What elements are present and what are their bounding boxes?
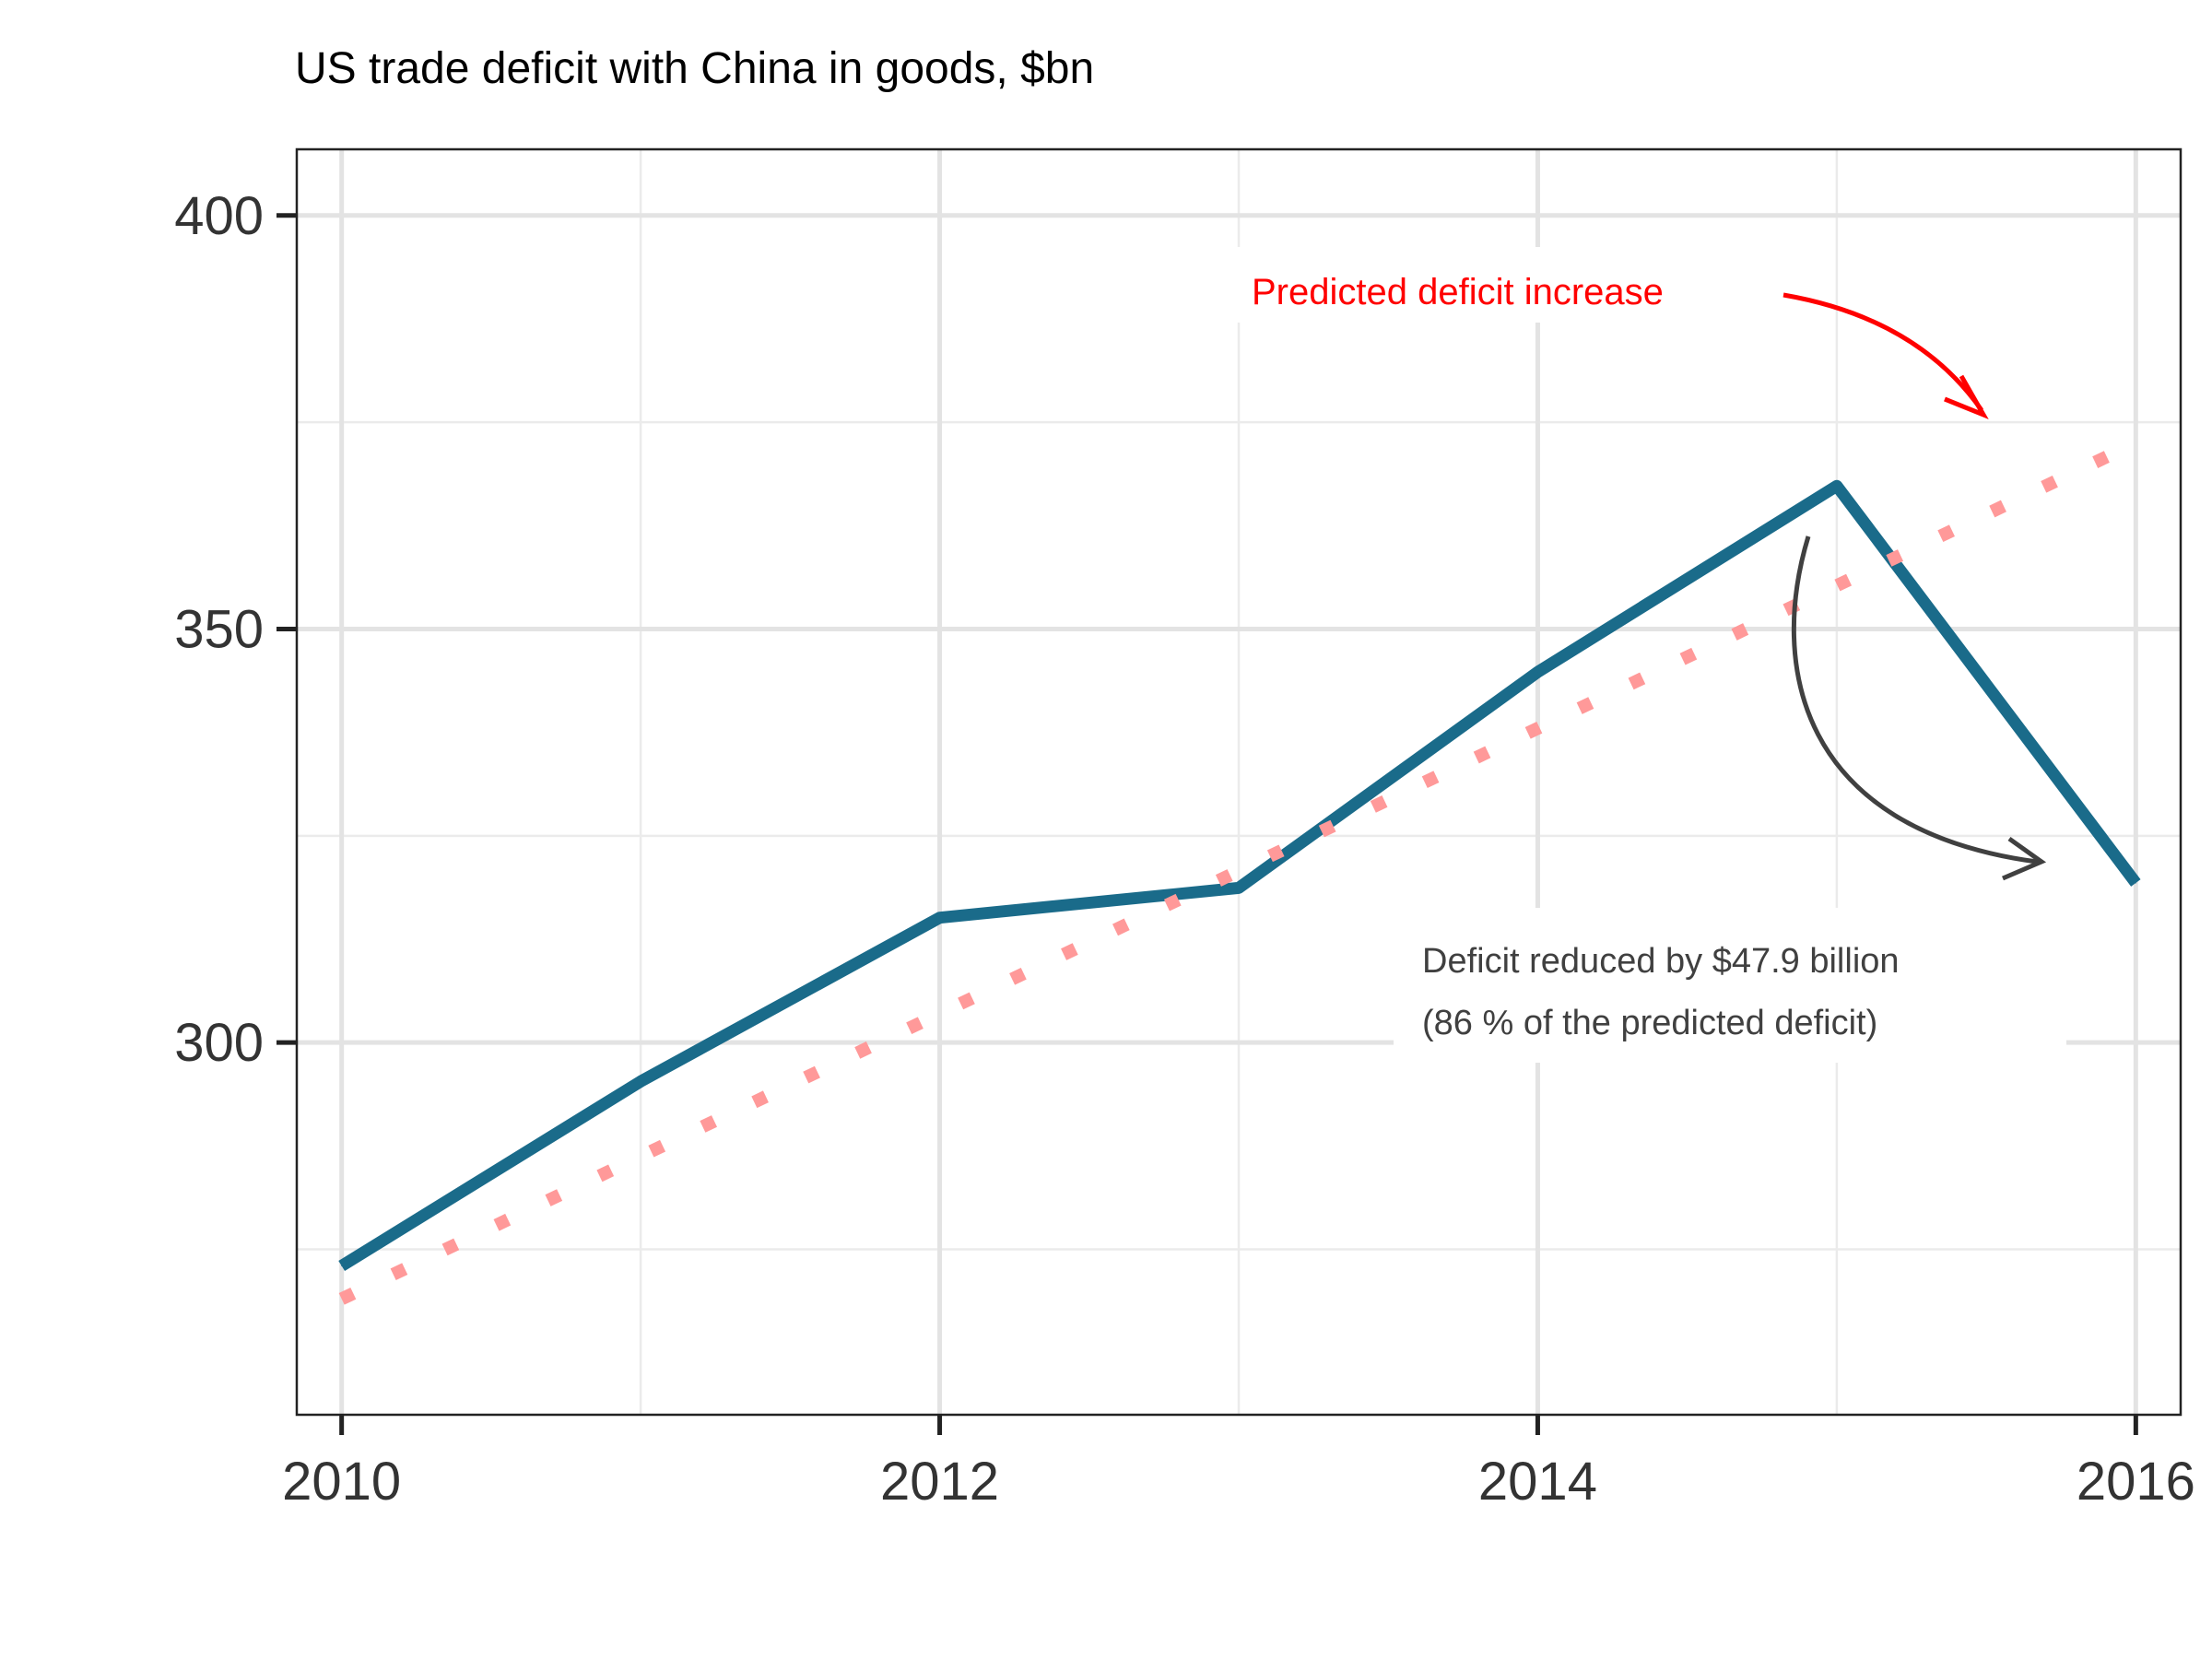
deficit-point (341, 1265, 343, 1266)
x-tick-label: 2012 (880, 1452, 999, 1512)
reduction-label-box (1394, 908, 2066, 1063)
predicted-arrow (1783, 292, 1984, 412)
reduction-label-line1: Deficit reduced by $47.9 billion (1422, 942, 1900, 981)
predicted-label-box (1233, 247, 1757, 323)
x-tick-label: 2010 (282, 1452, 401, 1512)
predicted-deficit-label: Predicted deficit increase (1252, 272, 1664, 312)
y-tick-label: 350 (174, 599, 264, 659)
axis-layer: 300 350 400 2010 2012 2014 2016 (174, 186, 2195, 1512)
minor-gridlines (297, 149, 2181, 1415)
x-tick-label: 2016 (2077, 1452, 2195, 1512)
major-gridlines (297, 149, 2181, 1415)
plot-panel-border (295, 147, 2183, 1417)
predicted-arrowhead (1944, 374, 1989, 420)
deficit-point (1536, 671, 1538, 673)
y-tick-label: 400 (174, 186, 264, 246)
y-tick-label: 300 (174, 1013, 264, 1073)
reduction-arrow (1791, 535, 2038, 865)
deficit-point (1836, 485, 1838, 487)
reduction-arrowhead (2002, 836, 2047, 881)
series-layer (338, 437, 2141, 1305)
annotation-layer: Predicted deficit increase Deficit reduce… (1233, 247, 2066, 1063)
chart-title: US trade deficit with China in goods, $b… (295, 44, 1094, 93)
reduction-label-line2: (86 % of the predicted deficit) (1422, 1004, 1877, 1042)
deficit-point (939, 917, 941, 919)
x-tick-label: 2014 (1478, 1452, 1597, 1512)
